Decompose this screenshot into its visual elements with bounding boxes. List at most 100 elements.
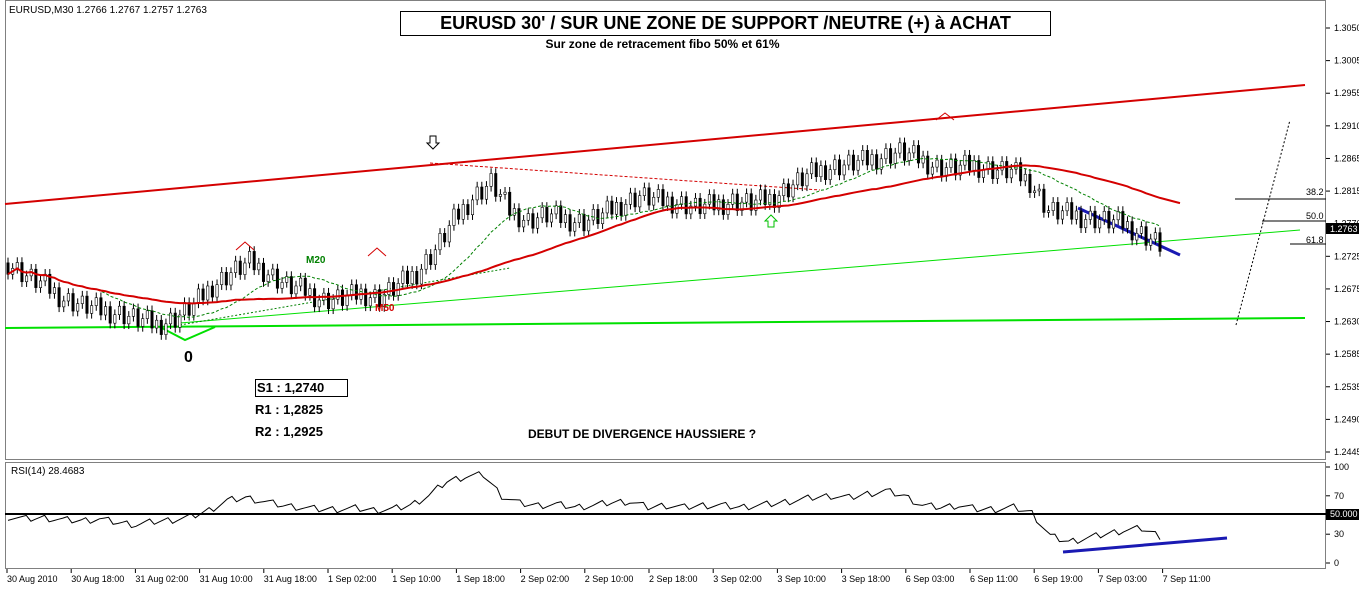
candle-body [893,152,897,164]
candle-body [1047,210,1051,213]
candle-body [684,196,688,215]
symbol-info: EURUSD,M30 1.2766 1.2767 1.2757 1.2763 [9,5,207,16]
price-tick-label: 1.2725 [1334,251,1359,261]
candle-body [378,289,382,307]
candle-body [480,186,484,200]
time-tick-label: 1 Sep 10:00 [392,574,441,584]
candle-body [108,306,112,324]
rsi-tick-label: 70 [1334,491,1344,501]
candle-body [62,300,66,308]
candle-body [364,288,368,307]
time-tick-label: 7 Sep 11:00 [1163,574,1211,584]
candle-body [508,191,512,216]
candle-body [782,183,786,196]
candle-body [526,213,530,221]
candle-body [991,161,995,179]
price-tick-label: 1.2675 [1334,284,1359,294]
candle-body [536,217,540,229]
candle-body [1088,210,1092,220]
candle-body [903,142,907,161]
candle-body [814,162,818,178]
candle-body [433,249,437,265]
candle-body [768,194,772,205]
up-arrow-icon [763,214,779,228]
candle-body [336,289,340,300]
time-tick-label: 7 Sep 03:00 [1098,574,1147,584]
time-tick-label: 6 Sep 03:00 [906,574,955,584]
candle-body [210,285,214,298]
candle-body [443,233,447,243]
candle-body [819,165,823,178]
m20-label: M20 [306,255,326,266]
candle-body [457,208,461,220]
candle-body [113,314,117,324]
candle-body [429,254,433,265]
time-tick-label: 2 Sep 10:00 [585,574,634,584]
candle-body [1042,188,1046,213]
price-tick-label: 1.2490 [1334,414,1359,424]
time-axis: 30 Aug 2010 30 Aug 18:00 31 Aug 02:00 31 Au… [6,569,1211,584]
time-tick-label: 31 Aug 10:00 [200,574,253,584]
candle-body [1130,221,1134,241]
candle-body [1144,226,1148,246]
candle-body [995,169,999,179]
candle-body [327,292,331,310]
candle-body [707,194,711,205]
divergence-note: DEBUT DE DIVERGENCE HAUSSIERE ? [528,427,757,441]
candle-body [968,154,972,171]
candle-body [717,199,721,211]
price-tick-label: 1.2535 [1334,382,1359,392]
support-s1: S1 : 1,2740 [257,380,325,395]
candle-body [745,193,749,203]
candle-body [754,199,758,211]
candle-body [610,200,614,215]
candle-body [345,294,349,306]
candle-body [424,254,428,270]
candle-body [1005,161,1009,179]
candle-body [587,219,591,232]
candle-body [340,289,344,306]
candle-body [294,285,298,295]
candle-body [954,158,958,176]
candle-body [410,271,414,285]
time-tick-label: 31 Aug 18:00 [264,574,317,584]
candle-body [229,272,233,286]
candle-body [405,270,409,285]
rsi-blue-divergence [1062,536,1228,554]
candle-body [1102,210,1106,220]
candle-body [522,219,526,228]
time-tick-label: 3 Sep 18:00 [842,574,891,584]
candle-body [1135,233,1139,241]
m50-label: M50 [375,303,395,314]
candle-body [224,271,228,286]
candle-body [875,154,879,170]
candle-body [591,209,595,221]
candle-body [354,284,358,300]
time-tick-label: 2 Sep 18:00 [649,574,698,584]
candle-body [837,159,841,176]
candle-body [759,189,763,201]
candle-body [192,302,196,316]
candle-body [145,310,149,319]
time-tick-label: 6 Sep 19:00 [1034,574,1083,584]
candle-body [731,193,735,205]
candles [6,137,1162,340]
candle-body [289,276,293,295]
candle-body [415,271,419,285]
candle-body [299,277,303,287]
candle-body [856,159,860,171]
candle-body [912,145,916,154]
candle-body [1121,211,1125,229]
candle-body [117,305,121,315]
dotted-res [429,162,821,191]
candle-body [127,316,131,325]
candle-body [6,262,10,275]
candle-body [187,302,191,316]
candle-body [1079,210,1083,229]
candle-body [721,199,725,215]
time-tick-label: 3 Sep 02:00 [713,574,762,584]
candle-body [786,183,790,198]
candle-body [559,205,563,224]
candle-body [178,314,182,328]
candle-body [735,193,739,211]
